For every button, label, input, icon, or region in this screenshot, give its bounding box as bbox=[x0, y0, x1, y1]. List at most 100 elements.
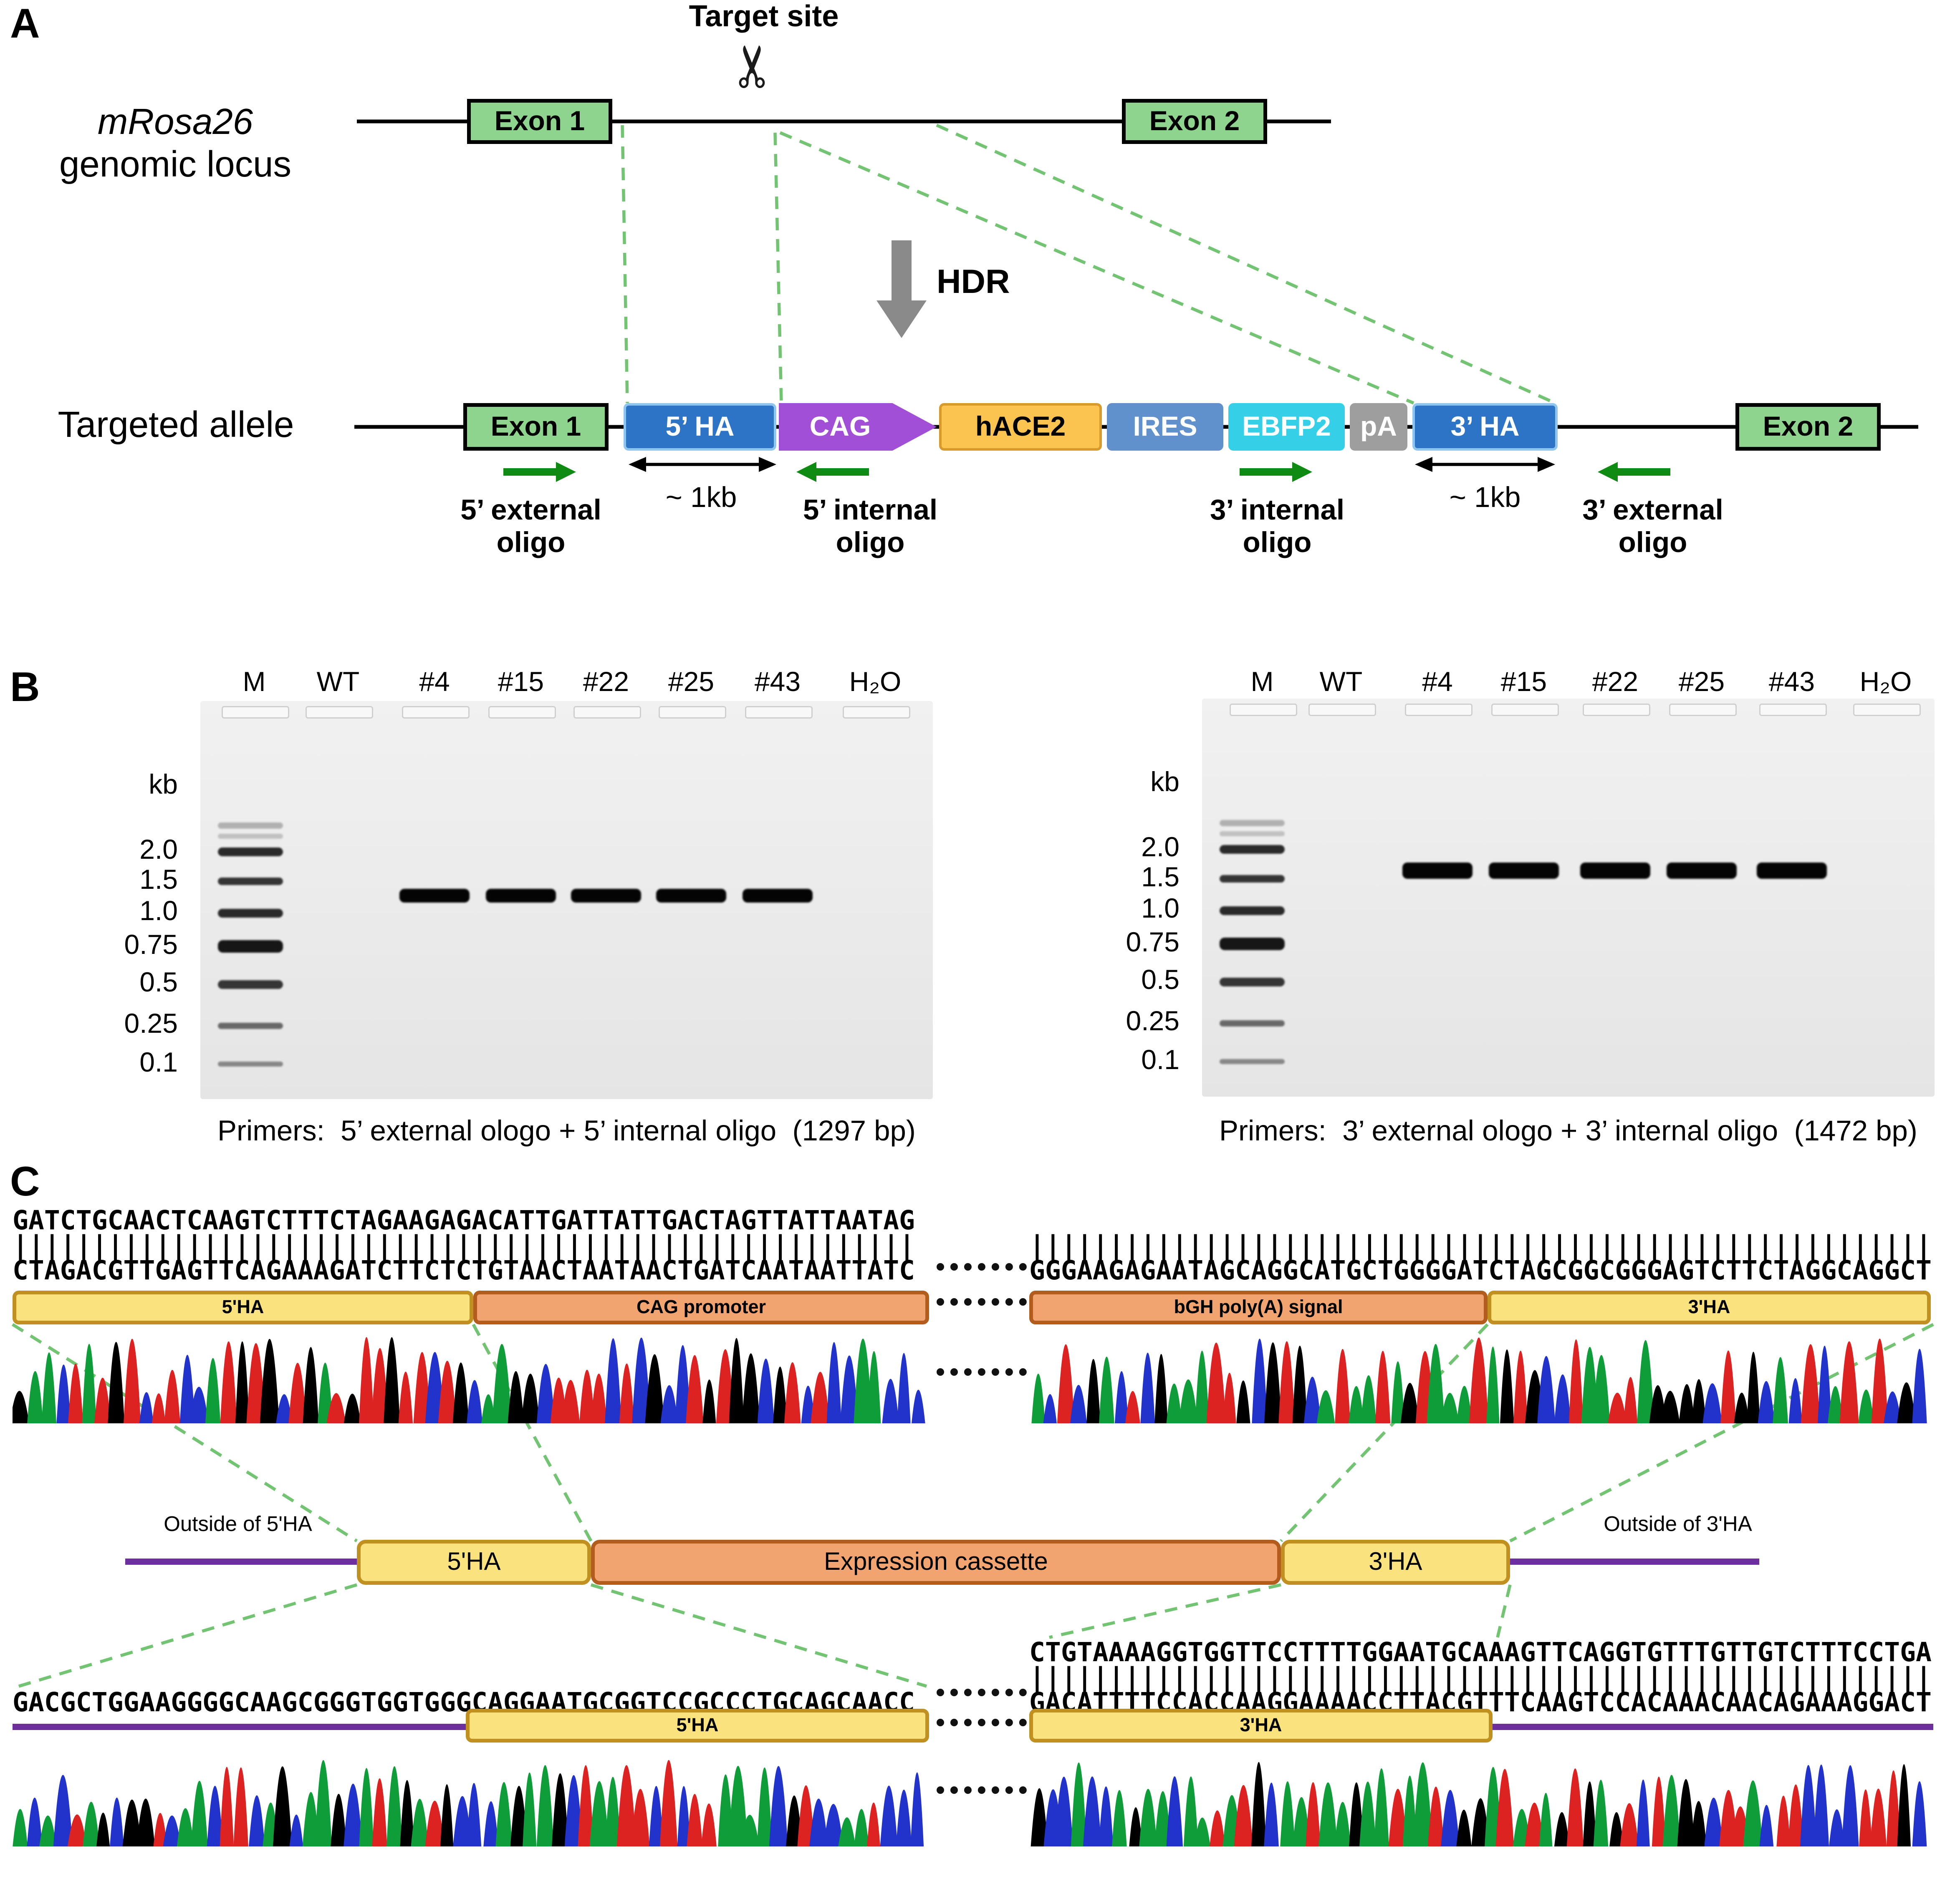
ellipsis-dots bbox=[937, 1719, 1027, 1726]
chromatogram-peak bbox=[1194, 1817, 1211, 1846]
chromatogram-peak bbox=[1166, 1383, 1182, 1423]
scissors-icon: ✂ bbox=[720, 42, 786, 91]
chromatogram-peak bbox=[1858, 1390, 1874, 1423]
lane-label: WT bbox=[316, 666, 360, 697]
chromatogram-peak bbox=[453, 1796, 472, 1846]
chromatogram-peak bbox=[136, 1798, 155, 1846]
chromatogram-peak bbox=[1456, 1386, 1473, 1423]
chromatogram-peak bbox=[1743, 1780, 1763, 1846]
chromatogram-peak bbox=[1210, 1810, 1225, 1846]
measure-arrowhead bbox=[759, 457, 776, 472]
chromatogram-peak bbox=[372, 1778, 387, 1846]
chromatogram-peak bbox=[164, 1369, 180, 1423]
lane-label: WT bbox=[1319, 666, 1363, 697]
chromatogram-peak bbox=[1525, 1803, 1544, 1846]
chromatogram-peak bbox=[536, 1765, 554, 1846]
ladder-band-faint bbox=[1220, 819, 1285, 826]
chromatogram-peak bbox=[701, 1803, 717, 1846]
ladder-band bbox=[1220, 905, 1285, 915]
chromatogram-peak bbox=[632, 1337, 651, 1423]
chromatogram-peak bbox=[467, 1380, 483, 1423]
ladder-size-label: 0.25 bbox=[1126, 1005, 1180, 1037]
chromatogram-peak bbox=[1623, 1377, 1638, 1423]
gel-image-3-junction bbox=[1202, 699, 1935, 1097]
chromatogram-peak bbox=[1912, 1349, 1927, 1423]
chromatogram-peak bbox=[1292, 1345, 1307, 1423]
chromatogram-peak bbox=[1758, 1381, 1775, 1423]
chromatogram-peak bbox=[1140, 1352, 1155, 1423]
zoom-dashed-line bbox=[590, 1583, 927, 1688]
chromatogram-peak bbox=[1129, 1807, 1142, 1846]
chromatogram-peak bbox=[1704, 1798, 1723, 1846]
chromatogram-peak bbox=[260, 1339, 279, 1423]
chromatogram-5-top bbox=[13, 1337, 925, 1423]
chromatogram-peak bbox=[53, 1775, 73, 1846]
5ha-box: 5’ HA bbox=[624, 403, 776, 451]
chromatogram-peak bbox=[1057, 1344, 1075, 1423]
chromatogram-peak bbox=[27, 1798, 43, 1846]
gel-well bbox=[1669, 704, 1737, 716]
ladder-band bbox=[218, 1022, 283, 1029]
gel-well bbox=[1308, 704, 1376, 716]
gel-well bbox=[843, 706, 910, 719]
chromatogram-peak bbox=[235, 1341, 249, 1423]
pcr-product-band bbox=[1580, 863, 1650, 879]
outside-5ha-label: Outside of 5'HA bbox=[164, 1512, 312, 1536]
lane-label: #4 bbox=[1422, 666, 1453, 697]
chromatogram-peak bbox=[411, 1798, 429, 1846]
chromatogram-peak bbox=[718, 1774, 733, 1846]
chromatogram-peak bbox=[495, 1782, 513, 1846]
chromatogram-peak bbox=[1828, 1386, 1843, 1423]
chromatogram-peak bbox=[1252, 1339, 1268, 1423]
chromatogram-peak bbox=[56, 1364, 71, 1423]
chromatogram-peak bbox=[1886, 1770, 1901, 1846]
chromatogram-peak bbox=[1166, 1776, 1183, 1846]
locus-name: mRosa26 bbox=[97, 103, 253, 143]
chromatogram-peak bbox=[1539, 1793, 1553, 1846]
chromatogram-peak bbox=[400, 1780, 414, 1846]
chromatogram-peak bbox=[1264, 1783, 1279, 1846]
chromatogram-peak bbox=[1788, 1784, 1804, 1846]
chromatogram-peak bbox=[1608, 1392, 1627, 1423]
chromatogram-peak bbox=[897, 1353, 911, 1423]
chromatogram-peak bbox=[1264, 1342, 1282, 1423]
chromatogram-peak bbox=[481, 1394, 496, 1423]
chromatogram-peak bbox=[840, 1355, 859, 1423]
ladder-size-label: 2.0 bbox=[1141, 831, 1180, 863]
recombination-dashed-line bbox=[621, 125, 629, 404]
sequence-5-top-strand2: CTAGACGTTGAGTTCAGAAAGATCTTCTCTGTAACTAATA… bbox=[13, 1256, 915, 1286]
primer-label-3-internal: 3’ internal oligo bbox=[1183, 493, 1371, 558]
chromatogram-peak bbox=[152, 1393, 166, 1423]
gel-well bbox=[659, 706, 726, 719]
chromatogram-peak bbox=[645, 1354, 664, 1423]
ellipsis-dots bbox=[937, 1786, 1027, 1794]
panel-b-label: B bbox=[10, 663, 40, 710]
lane-label: M bbox=[1250, 666, 1274, 697]
polya-box: pA bbox=[1350, 403, 1407, 451]
chromatogram-peak bbox=[773, 1367, 787, 1423]
chromatogram-peak bbox=[1637, 1340, 1654, 1423]
gel-well bbox=[222, 706, 289, 719]
chromatogram-peak bbox=[1391, 1361, 1405, 1423]
chromatogram-peak bbox=[854, 1809, 869, 1846]
chromatogram-peak bbox=[359, 1768, 374, 1846]
chromatogram-peak bbox=[1071, 1762, 1087, 1846]
pcr-product-band bbox=[1489, 863, 1559, 879]
measure-arrowhead bbox=[629, 457, 646, 472]
ladder-band bbox=[218, 940, 283, 953]
chromatogram-peak bbox=[27, 1371, 43, 1423]
chromatogram-peak bbox=[589, 1781, 609, 1846]
chromatogram-peak bbox=[1031, 1374, 1045, 1423]
panel-a-targeting-scheme: A Target site ✂ mRosa26 genomic locus Ex… bbox=[0, 0, 1960, 626]
chromatogram-peak bbox=[108, 1342, 125, 1423]
chromatogram-peak bbox=[1747, 1352, 1760, 1423]
chromatogram-peak bbox=[83, 1801, 100, 1846]
chromatogram-peak bbox=[1870, 1788, 1887, 1846]
ladder-size-label: 0.75 bbox=[124, 929, 178, 960]
chromatogram-peak bbox=[124, 1339, 141, 1423]
sequence-3-bottom-strand1: CTGTAAAAGGTGGTTCCTTTTGGAATGCAAAGTTCAGGTG… bbox=[1029, 1637, 1932, 1667]
base-pair-pipes: ||||||||||||||||||||||||||||||||||||||||… bbox=[1029, 1662, 1932, 1692]
gel-caption-3-junction: Primers: 3’ external ologo + 3’ internal… bbox=[1219, 1114, 1917, 1147]
chromatogram-peak bbox=[552, 1773, 568, 1846]
bgh-polya-annotation-box: bGH poly(A) signal bbox=[1029, 1291, 1488, 1324]
